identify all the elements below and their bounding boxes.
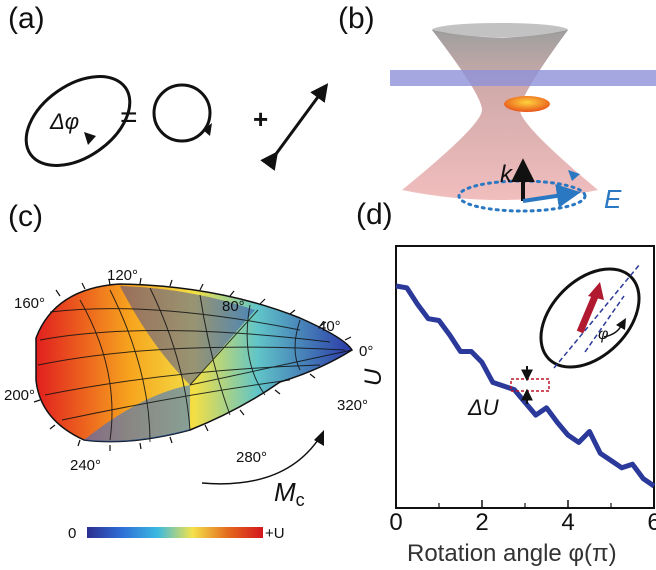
panel-c-diagram: 120° 160° 80° 40° 0° 200° 320° 240° 280°… [4,267,373,542]
panel-label-a: (a) [8,2,45,35]
potential-surface-low [84,385,190,442]
panel-label-d: (d) [356,198,393,231]
x-tick-label: 2 [475,509,488,536]
angle-label-40: 40° [318,318,341,335]
x-tick-label: 0 [389,509,402,536]
panel-b-diagram: k E [390,23,656,214]
trapped-particle [504,96,550,112]
e-field-rotation-loop [457,179,587,213]
circle-direction-arrow [203,123,212,136]
potential-surface-shade [120,286,255,385]
angle-label-160: 160° [14,295,45,312]
x-tick-marks [395,500,655,508]
inset-dipole-arrowhead [588,282,604,300]
colorbar-min-label: 0 [68,525,76,542]
panel-d-chart: 0 2 4 6 Rotation angle φ(π) U ΔU φ [360,245,656,567]
equals-sign: = [120,101,138,134]
beam-top-ellipse [432,23,568,37]
series-line [395,283,656,489]
angle-label-120: 120° [107,267,138,284]
inset-major-axis [553,263,641,369]
surface-mesh [37,287,353,443]
circular-polarization-circle [152,83,212,143]
beam-waist [402,30,598,200]
inset-dipole-arrow [576,292,600,334]
surface-edge-ticks [33,277,352,451]
elliptical-polarization-ellipse [24,75,132,167]
e-rotation-direction-arrow [568,170,580,181]
colorbar-max-label: +U [265,525,285,542]
inset-ellipse [539,267,641,369]
colorbar [87,527,263,538]
delta-phi-label: Δφ [49,109,79,134]
inset-phi-label: φ [598,326,608,343]
angle-label-80: 80° [222,298,245,315]
panel-a-diagram: Δφ = + [24,75,329,171]
angle-label-200: 200° [4,387,35,404]
ellipse-direction-arrow [84,132,96,145]
delta-u-label: ΔU [467,395,499,420]
plus-sign: + [253,104,268,134]
mc-rotation-arc [201,436,321,485]
y-axis-label: U [360,368,387,386]
panel-label-c: (c) [8,200,43,233]
angle-label-320: 320° [337,397,368,414]
plot-frame [395,245,655,509]
angle-label-280: 280° [236,449,267,466]
mc-label: Mc [274,477,305,510]
x-tick-label: 4 [561,509,574,536]
k-vector-label: k [500,161,514,188]
slab-plane [390,70,656,86]
x-axis-label: Rotation angle φ(π) [407,540,617,567]
angle-label-0: 0° [359,343,373,360]
panel-label-b: (b) [338,2,375,35]
e-field-arrow [522,184,581,208]
linear-polarization-arrow [260,83,329,171]
angle-label-240: 240° [70,457,101,474]
e-field-label: E [604,184,622,214]
inset-field-axis [584,295,625,353]
x-tick-label: 6 [647,509,656,536]
x-tick-labels: 0 2 4 6 [389,509,656,536]
inset-angle-arrowhead [616,318,626,330]
mc-arrow-head [314,430,324,446]
